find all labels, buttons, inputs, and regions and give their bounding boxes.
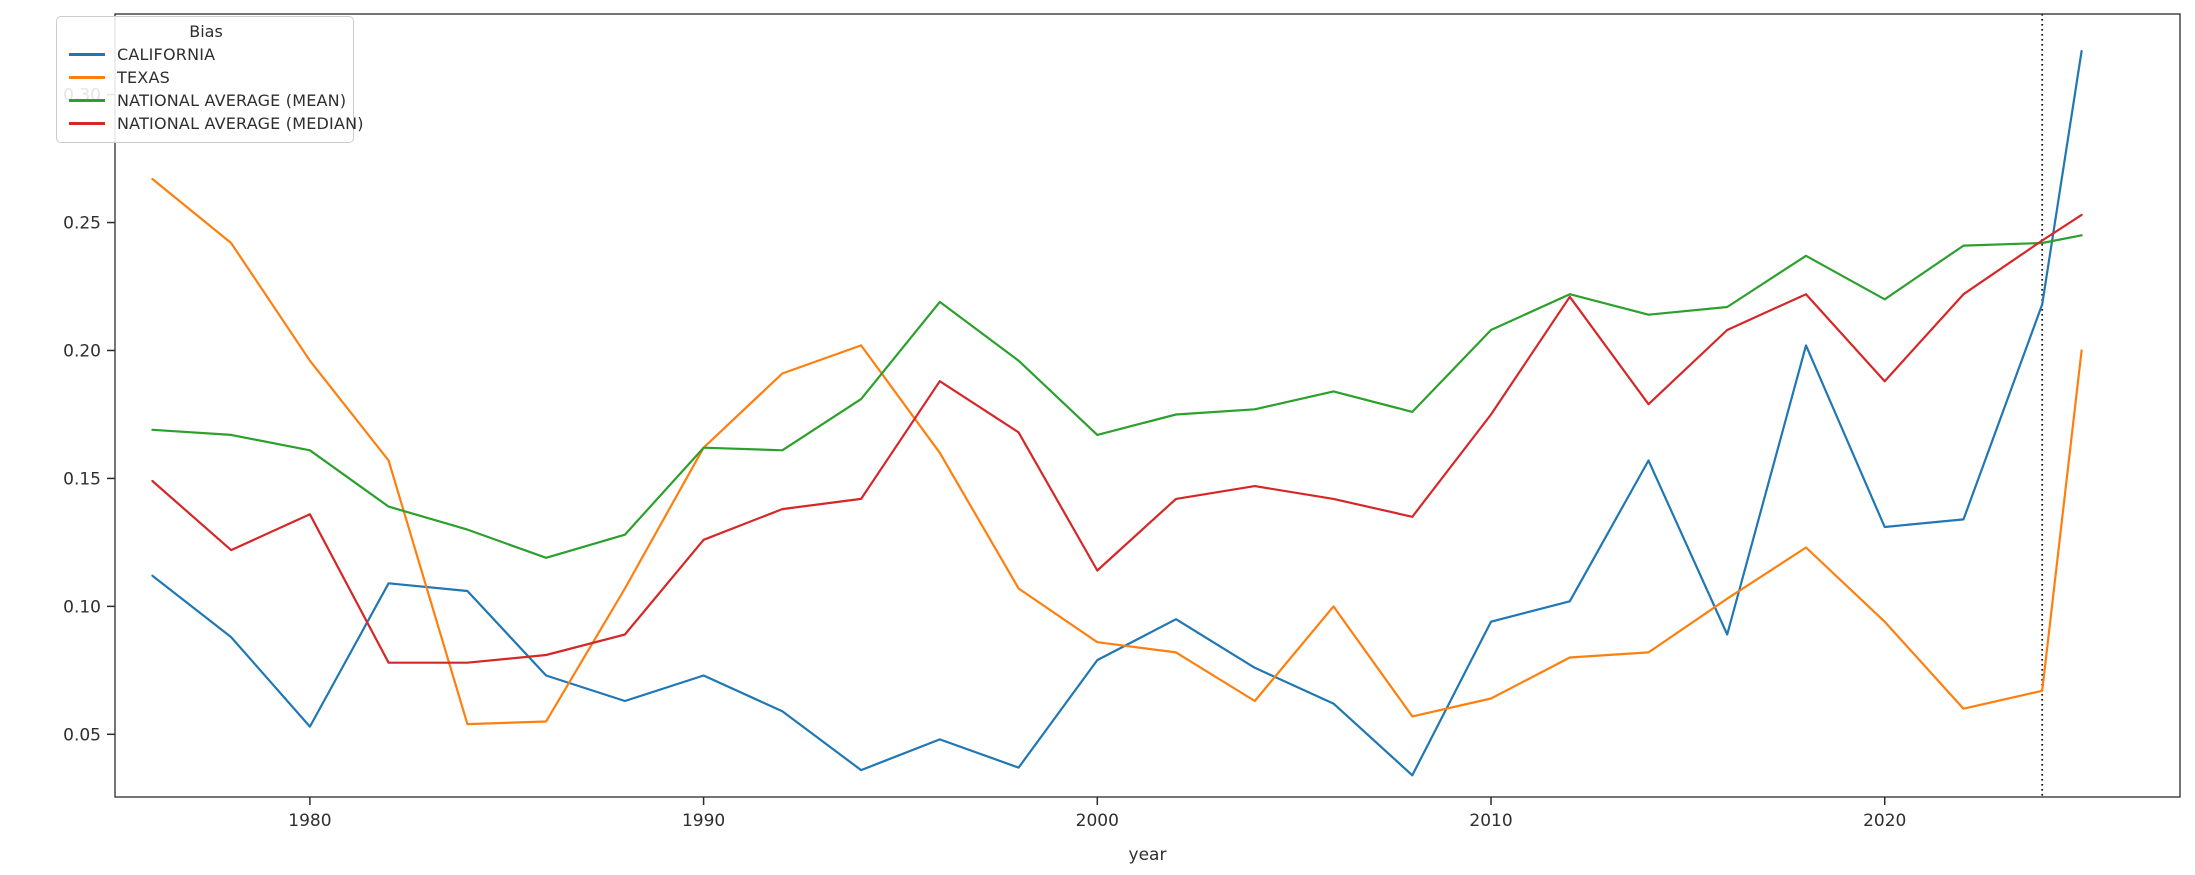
y-tick-label: 0.10: [63, 597, 101, 617]
legend-title: Bias: [189, 22, 223, 41]
legend-rows: CALIFORNIA TEXAS NATIONAL AVERAGE (MEAN) NA…: [69, 43, 364, 135]
legend-label: CALIFORNIA: [117, 45, 216, 64]
legend-line-swatch: [69, 99, 105, 102]
y-tick-label: 0.05: [63, 725, 101, 745]
series-line-texas: [151, 177, 2083, 726]
x-tick-label: 2020: [1863, 811, 1906, 831]
y-tick-label: 0.20: [63, 341, 101, 361]
legend-line-swatch: [69, 122, 105, 125]
x-tick-label: 1980: [288, 811, 331, 831]
x-axis-label: year: [1129, 845, 1167, 865]
legend-row: NATIONAL AVERAGE (MEDIAN): [69, 112, 364, 135]
legend: Bias CALIFORNIA TEXAS NATIONAL AVERAGE (ME…: [56, 16, 364, 143]
legend-line-swatch: [69, 53, 105, 56]
y-tick-label: 0.25: [63, 214, 101, 234]
series-line-california: [151, 49, 2083, 777]
x-tick-label: 2010: [1469, 811, 1512, 831]
legend-label: TEXAS: [117, 68, 170, 87]
legend-row: TEXAS: [69, 66, 343, 89]
legend-label: NATIONAL AVERAGE (MEDIAN): [117, 114, 364, 133]
legend-line-swatch: [69, 76, 105, 79]
x-tick-label: 2000: [1076, 811, 1119, 831]
axes-frame: [114, 13, 2181, 798]
y-tick-label: 0.15: [63, 469, 101, 489]
x-tick-label: 1990: [682, 811, 725, 831]
legend-row: NATIONAL AVERAGE (MEAN): [69, 89, 347, 112]
series-line-national-average-mean: [151, 234, 2083, 559]
legend-row: CALIFORNIA: [69, 43, 343, 66]
legend-label: NATIONAL AVERAGE (MEAN): [117, 91, 347, 110]
series-line-national-average-median: [151, 213, 2083, 664]
